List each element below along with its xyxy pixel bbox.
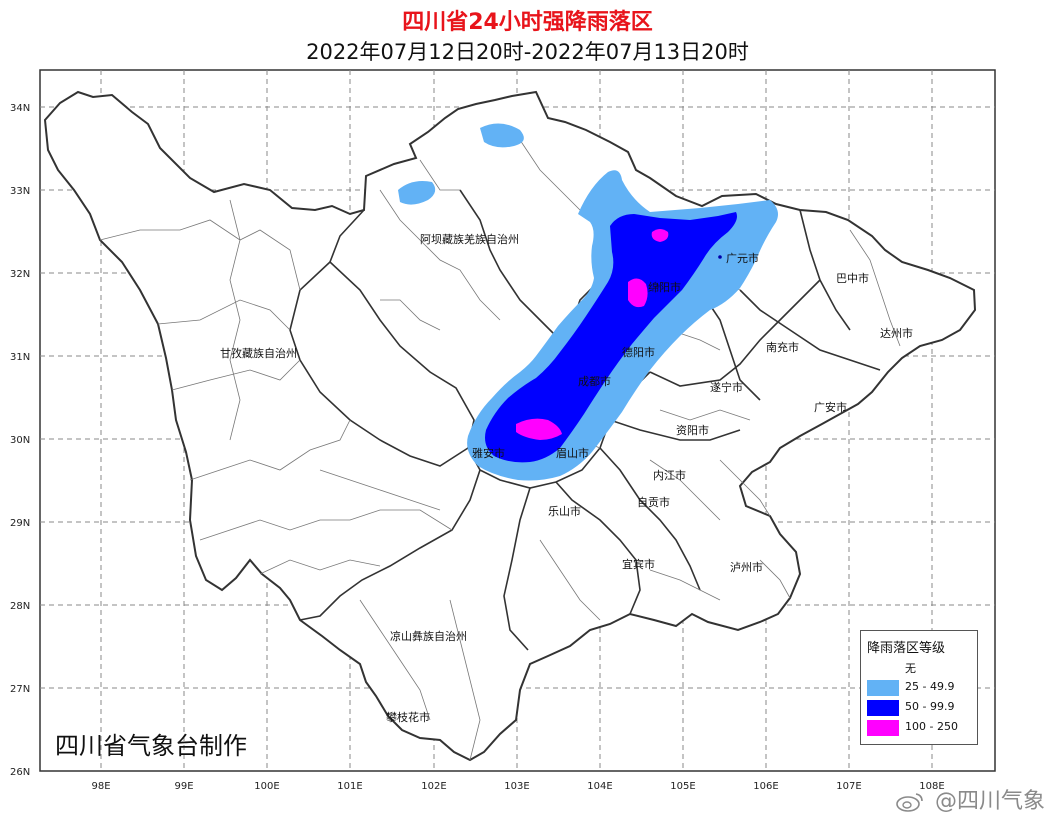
place-label-chengdu: 成都市 xyxy=(578,374,611,388)
place-label-liangshan: 凉山彝族自治州 xyxy=(390,629,467,643)
lat-label: 33N xyxy=(10,186,30,197)
map-subtitle: 2022年07月12日20时-2022年07月13日20时 xyxy=(306,40,749,64)
lon-label: 106E xyxy=(753,781,778,792)
place-label-deyang: 德阳市 xyxy=(622,345,655,359)
place-label-neijiang: 内江市 xyxy=(653,468,686,482)
legend-title: 降雨落区等级 xyxy=(867,641,946,656)
lon-label: 104E xyxy=(587,781,612,792)
legend-label: 25 - 49.9 xyxy=(905,680,955,693)
place-label-ziyang: 资阳市 xyxy=(676,423,709,437)
place-label-guangyuan: 广元市 xyxy=(726,251,759,265)
lon-label: 105E xyxy=(670,781,695,792)
place-label-yibin: 宜宾市 xyxy=(622,557,655,571)
rain-level-50 xyxy=(485,212,737,463)
legend-label: 100 - 250 xyxy=(905,720,958,733)
county-boundaries xyxy=(99,139,901,761)
lon-tick-labels: 98E 99E 100E 101E 102E 103E 104E 105E 10… xyxy=(91,781,944,792)
place-label-nanchong: 南充市 xyxy=(766,340,799,354)
lat-label: 31N xyxy=(10,352,30,363)
watermark: @四川气象 xyxy=(896,783,1045,815)
place-label-yaan: 雅安市 xyxy=(472,446,505,460)
place-label-dazhou: 达州市 xyxy=(880,326,913,340)
lat-label: 28N xyxy=(10,601,30,612)
legend: 降雨落区等级 无 25 - 49.9 50 - 99.9 100 - 250 xyxy=(860,630,978,745)
map-title: 四川省24小时强降雨落区 xyxy=(402,10,653,35)
lat-tick-labels: 34N 33N 32N 31N 30N 29N 28N 27N 26N xyxy=(10,103,30,778)
lon-label: 98E xyxy=(91,781,110,792)
legend-swatch xyxy=(867,700,899,716)
lon-label: 107E xyxy=(836,781,861,792)
map-maker-credit: 四川省气象台制作 xyxy=(55,732,247,760)
legend-item-none: 无 xyxy=(867,659,977,676)
lon-label: 101E xyxy=(337,781,362,792)
place-label-leshan: 乐山市 xyxy=(548,504,581,518)
lon-label: 100E xyxy=(254,781,279,792)
legend-swatch xyxy=(867,720,899,736)
lon-label: 99E xyxy=(174,781,193,792)
place-label-bazhong: 巴中市 xyxy=(836,271,869,285)
place-labels: 阿坝藏族羌族自治州 甘孜藏族自治州 凉山彝族自治州 攀枝花市 雅安市 眉山市 乐… xyxy=(220,232,913,724)
watermark-text: @四川气象 xyxy=(934,789,1045,814)
lat-label: 32N xyxy=(10,269,30,280)
legend-swatch xyxy=(867,680,899,696)
lat-label: 27N xyxy=(10,684,30,695)
place-label-zigong: 自贡市 xyxy=(637,495,670,509)
lon-label: 102E xyxy=(421,781,446,792)
place-label-luzhou: 泸州市 xyxy=(730,560,763,574)
legend-item-100: 100 - 250 xyxy=(867,719,977,736)
weibo-logo-icon xyxy=(896,793,923,812)
place-label-panzhihua: 攀枝花市 xyxy=(386,710,430,724)
place-label-suining: 遂宁市 xyxy=(710,380,743,394)
legend-item-25: 25 - 49.9 xyxy=(867,679,977,696)
place-label-ganzi: 甘孜藏族自治州 xyxy=(220,346,297,360)
lat-label: 29N xyxy=(10,518,30,529)
lon-label: 108E xyxy=(919,781,944,792)
lat-label: 30N xyxy=(10,435,30,446)
legend-item-50: 50 - 99.9 xyxy=(867,699,977,716)
lat-label: 34N xyxy=(10,103,30,114)
place-label-aba: 阿坝藏族羌族自治州 xyxy=(420,232,519,246)
rain-level-100 xyxy=(516,229,669,440)
legend-label: 50 - 99.9 xyxy=(905,700,955,713)
lon-label: 103E xyxy=(504,781,529,792)
place-label-guangan: 广安市 xyxy=(814,400,847,414)
lat-label: 26N xyxy=(10,767,30,778)
city-markers xyxy=(656,255,722,288)
legend-swatch xyxy=(867,660,899,676)
place-label-mianyang: 绵阳市 xyxy=(648,280,681,294)
legend-label: 无 xyxy=(905,662,916,675)
place-label-meishan: 眉山市 xyxy=(556,446,589,460)
